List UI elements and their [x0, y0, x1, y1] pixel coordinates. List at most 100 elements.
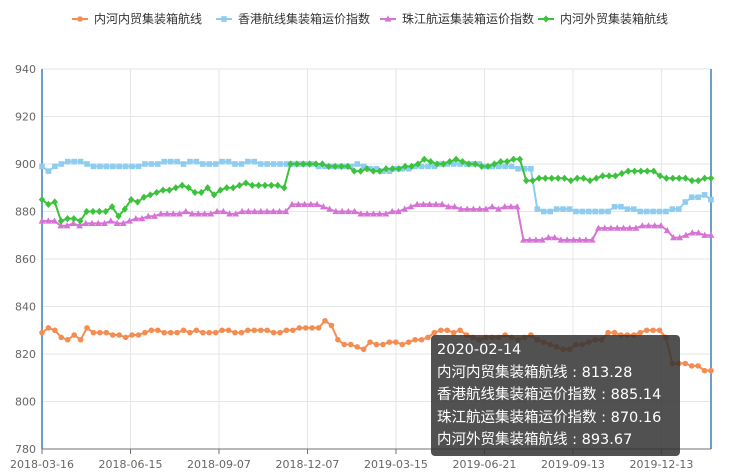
data-point	[319, 160, 326, 168]
data-point	[77, 336, 84, 343]
legend-item[interactable]: 内河内贸集装箱航线	[72, 11, 202, 26]
tooltip-row-river-domestic: 内河内贸集装箱航线 : 813.28	[437, 364, 633, 381]
data-point	[82, 219, 90, 226]
data-point	[663, 226, 671, 234]
data-point	[138, 215, 146, 222]
data-point	[388, 207, 396, 215]
data-point	[129, 332, 135, 338]
legend-label: 香港航线集装箱运价指数	[238, 11, 370, 26]
data-point	[682, 231, 690, 238]
data-point	[580, 174, 587, 182]
data-point	[180, 161, 187, 167]
data-point	[176, 210, 183, 217]
data-point	[319, 203, 327, 210]
data-point	[44, 217, 52, 224]
data-point	[399, 341, 406, 348]
data-point	[119, 219, 127, 226]
data-point	[526, 236, 534, 243]
data-point	[657, 222, 665, 229]
data-point	[451, 203, 459, 210]
data-point	[650, 327, 656, 334]
data-point	[695, 229, 702, 236]
data-point	[502, 163, 508, 170]
x-tick-label: 2018-12-07	[276, 458, 340, 471]
legend-item[interactable]: 珠江航运集装箱运价指数	[380, 11, 534, 26]
data-point	[605, 208, 611, 215]
data-point	[257, 161, 264, 167]
data-point	[116, 163, 122, 170]
data-point	[626, 224, 634, 231]
legend-item[interactable]: 香港航线集装箱运价指数	[216, 11, 370, 26]
data-point	[433, 160, 441, 168]
data-point	[440, 160, 447, 168]
data-point	[582, 236, 590, 243]
data-point	[341, 341, 348, 348]
data-point	[182, 207, 190, 215]
tooltip-date: 2020-02-14	[437, 342, 522, 358]
data-point	[154, 161, 161, 167]
data-point	[695, 194, 701, 201]
data-point	[605, 329, 611, 336]
legend-marker	[542, 15, 550, 23]
data-point	[592, 208, 599, 215]
data-point	[459, 158, 466, 166]
data-point	[232, 161, 238, 167]
data-point	[122, 163, 129, 170]
data-point	[554, 174, 562, 182]
legend[interactable]: 内河内贸集装箱航线 香港航线集装箱运价指数 珠江航运集装箱运价指数 内河外贸集装箱航线	[72, 11, 668, 26]
data-point	[213, 207, 221, 215]
data-point	[128, 196, 135, 204]
data-point	[301, 200, 308, 207]
data-point	[331, 162, 339, 170]
data-point	[670, 234, 677, 241]
data-point	[274, 181, 281, 189]
x-tick-label: 2019-09-13	[541, 458, 605, 471]
data-point	[521, 165, 528, 172]
data-point	[172, 184, 179, 192]
legend-label: 内河外贸集装箱航线	[560, 11, 668, 26]
data-point	[38, 217, 46, 224]
data-point	[193, 158, 200, 165]
data-point	[540, 208, 547, 215]
data-point	[386, 339, 393, 345]
data-point	[354, 344, 361, 350]
data-tooltip: 2020-02-14 内河内贸集装箱航线 : 813.28 香港航线集装箱运价指…	[431, 335, 680, 456]
data-point	[58, 334, 65, 341]
data-point	[280, 184, 288, 192]
data-point	[121, 205, 129, 213]
data-point	[109, 332, 116, 338]
x-tick-label: 2018-06-15	[99, 458, 163, 471]
data-point	[335, 336, 341, 343]
data-point	[45, 168, 52, 174]
data-point	[325, 162, 332, 170]
data-point	[553, 206, 560, 212]
data-point	[643, 208, 650, 215]
data-point	[363, 165, 371, 173]
data-point	[288, 200, 296, 207]
data-point	[302, 325, 309, 331]
data-point	[405, 165, 412, 172]
data-point	[257, 327, 264, 334]
data-point	[251, 327, 258, 334]
data-point	[675, 174, 683, 182]
data-point	[701, 192, 708, 198]
data-point	[232, 329, 238, 336]
data-point	[351, 207, 359, 215]
data-point	[618, 203, 624, 210]
legend-item[interactable]: 内河外贸集装箱航线	[538, 11, 668, 26]
tooltip-row-pearl-river: 珠江航运集装箱运价指数 : 870.16	[437, 409, 662, 426]
data-point	[51, 217, 58, 224]
data-point	[532, 236, 540, 243]
data-point	[269, 207, 277, 215]
data-point	[457, 161, 463, 167]
data-point	[579, 208, 586, 215]
data-point	[39, 163, 45, 170]
data-point	[605, 172, 613, 180]
data-point	[612, 172, 619, 180]
data-point	[290, 327, 296, 334]
data-point	[407, 203, 415, 210]
data-point	[107, 217, 115, 224]
data-point	[607, 224, 615, 231]
data-point	[535, 174, 543, 182]
data-point	[611, 203, 618, 210]
